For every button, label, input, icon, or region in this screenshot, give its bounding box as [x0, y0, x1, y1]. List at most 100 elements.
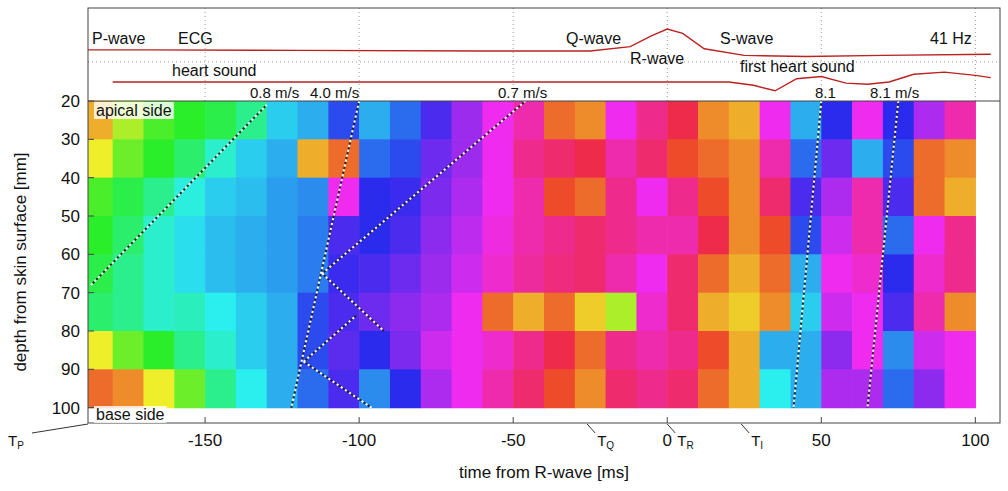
- velocity-line: [304, 316, 356, 362]
- heat-cell: [667, 254, 698, 293]
- heat-cell: [914, 331, 945, 370]
- heat-cell: [452, 101, 483, 140]
- heat-cell: [267, 216, 298, 255]
- heat-cell: [914, 101, 945, 140]
- heat-cell: [945, 139, 976, 178]
- heat-cell: [606, 254, 637, 293]
- velocity-line: [304, 362, 372, 408]
- heat-cell: [852, 139, 883, 178]
- marker-label-main: T: [8, 432, 17, 449]
- y-tick-label: 40: [61, 169, 80, 188]
- heat-cell: [883, 331, 914, 370]
- heat-cell: [482, 369, 513, 408]
- heat-cell: [575, 101, 606, 140]
- heat-cell: [544, 216, 575, 255]
- heat-cell: [452, 293, 483, 332]
- heat-cell: [790, 216, 821, 255]
- heat-cell: [236, 216, 267, 255]
- heat-cell: [667, 101, 698, 140]
- y-tick-label: 80: [61, 322, 80, 341]
- y-tick: [88, 331, 94, 332]
- velocity-line: [322, 101, 525, 274]
- heat-cell: [205, 216, 236, 255]
- y-tick: [88, 177, 94, 178]
- heat-cell: [914, 139, 945, 178]
- heat-cell: [698, 216, 729, 255]
- velocity-line-shadow: [794, 101, 822, 408]
- heat-cell: [729, 331, 760, 370]
- heat-cell: [698, 293, 729, 332]
- marker-label-main: T: [751, 432, 760, 449]
- heat-cell: [88, 369, 113, 408]
- heat-cell: [113, 293, 144, 332]
- x-axis-title: time from R-wave [ms]: [459, 463, 629, 482]
- heat-cell: [421, 178, 452, 217]
- y-tick-label: 50: [61, 207, 80, 226]
- heat-cell: [667, 216, 698, 255]
- heat-cell: [729, 293, 760, 332]
- y-tick: [88, 292, 94, 293]
- heat-cell: [236, 331, 267, 370]
- heat-cell: [729, 178, 760, 217]
- heat-cell: [790, 178, 821, 217]
- heat-cell: [760, 139, 791, 178]
- x-tick-label: 100: [961, 431, 989, 450]
- heat-cell: [482, 331, 513, 370]
- velocity-line-shadow: [304, 362, 372, 408]
- velocity-label: 4.0 m/s: [310, 84, 359, 101]
- heat-cell: [359, 331, 390, 370]
- y-tick-label: 20: [61, 92, 80, 111]
- heat-cell: [914, 178, 945, 217]
- heat-cell: [174, 254, 205, 293]
- heat-cell: [298, 139, 329, 178]
- marker-arrow: [741, 424, 749, 433]
- heat-cell: [390, 293, 421, 332]
- heat-cell: [575, 178, 606, 217]
- heat-cell: [113, 254, 144, 293]
- heat-cell: [544, 331, 575, 370]
- heat-cell: [205, 101, 236, 140]
- heat-cell: [205, 293, 236, 332]
- heat-cell: [698, 139, 729, 178]
- marker-label-sub: Q: [606, 440, 614, 451]
- heat-cell: [852, 331, 883, 370]
- heat-cell: [513, 216, 544, 255]
- x-tick: [513, 417, 514, 423]
- velocity-label: 0.8 m/s: [250, 84, 299, 101]
- heat-cell: [945, 101, 976, 140]
- heat-cell: [205, 369, 236, 408]
- heat-cell: [390, 254, 421, 293]
- heat-cell: [945, 254, 976, 293]
- heat-cell: [143, 331, 174, 370]
- marker-label-main: T: [597, 432, 606, 449]
- heat-cell: [667, 178, 698, 217]
- annotation: base side: [96, 406, 165, 423]
- heat-cell: [390, 369, 421, 408]
- heat-cell: [482, 254, 513, 293]
- velocity-line: [868, 101, 899, 408]
- heat-cell: [267, 139, 298, 178]
- heat-cell: [883, 139, 914, 178]
- heat-cell: [236, 293, 267, 332]
- x-tick-label: 0: [663, 431, 672, 450]
- marker-label: TQ: [597, 432, 614, 451]
- heat-cell: [636, 293, 667, 332]
- x-tick: [667, 417, 668, 423]
- heat-cell: [790, 101, 821, 140]
- heat-cell: [945, 178, 976, 217]
- heat-cell: [452, 254, 483, 293]
- heat-cell: [852, 101, 883, 140]
- heat-cell: [698, 369, 729, 408]
- heat-cell: [113, 178, 144, 217]
- heat-cell: [945, 216, 976, 255]
- x-tick-label: -50: [501, 431, 526, 450]
- heat-cell: [143, 293, 174, 332]
- y-tick-label: 30: [61, 130, 80, 149]
- annotation: R-wave: [630, 50, 684, 67]
- heat-cell: [544, 178, 575, 217]
- heat-cell: [328, 254, 359, 293]
- heat-cell: [636, 216, 667, 255]
- label-patch: [94, 406, 167, 423]
- marker-label: TI: [751, 432, 763, 451]
- heat-cell: [667, 331, 698, 370]
